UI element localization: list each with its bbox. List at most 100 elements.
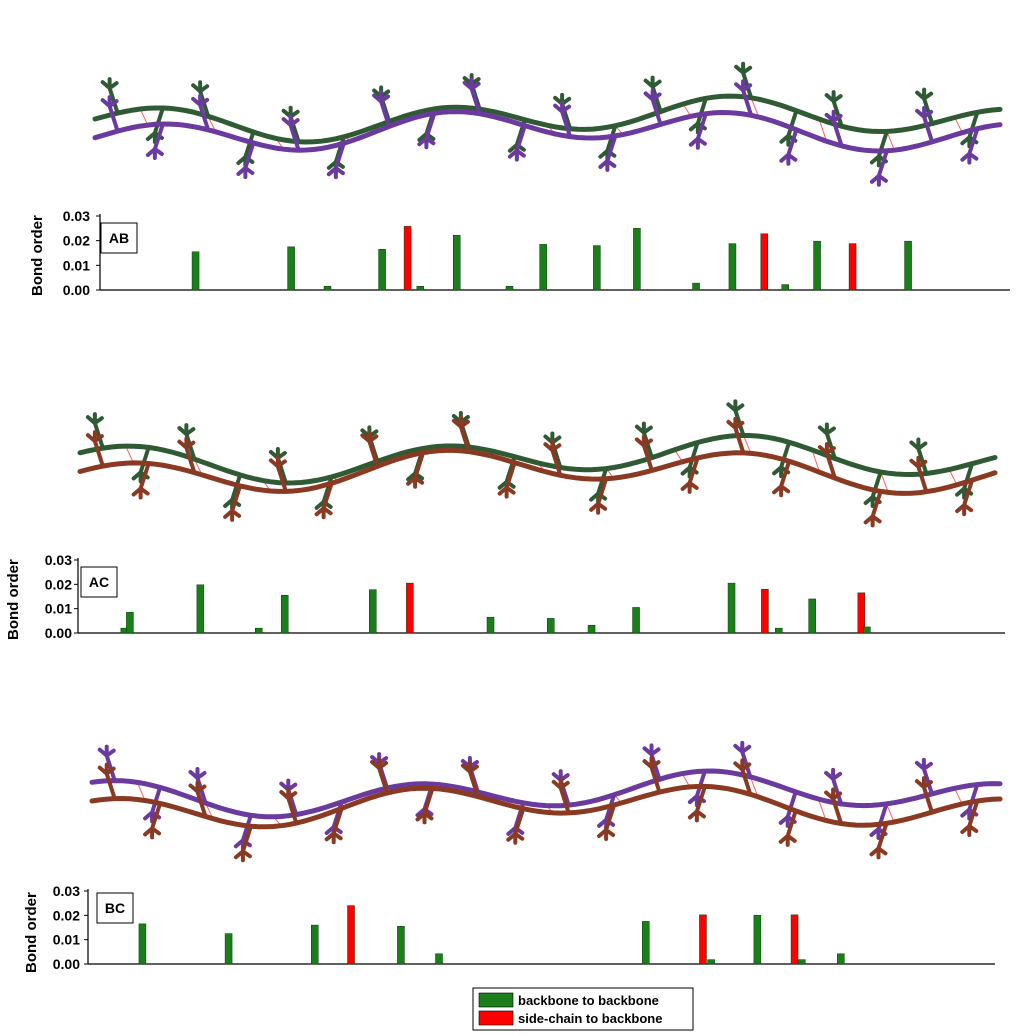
side-chain-stick: [915, 105, 935, 144]
side-chain-stick: [279, 787, 299, 826]
y-tick-label: 0.02: [53, 907, 80, 923]
side-chain-stick: [824, 767, 844, 806]
bar-backbone: [287, 246, 295, 291]
side-chain-stick: [97, 762, 117, 801]
y-tick-label: 0.03: [45, 552, 72, 568]
bar-backbone: [323, 286, 332, 291]
side-chain-stick: [733, 758, 753, 797]
pair-tag-bc: BC: [105, 900, 125, 916]
molecule-ab-illustration: [92, 61, 1003, 187]
bar-backbone: [753, 915, 762, 965]
side-chain-stick: [131, 461, 151, 500]
side-chain-stick: [279, 778, 299, 817]
bar-backbone: [781, 284, 789, 291]
side-chain-stick: [688, 111, 708, 150]
side-chain-stick: [97, 744, 117, 783]
bar-backbone: [775, 627, 783, 634]
y-tick-label: 0.00: [63, 282, 90, 298]
molecule-ac-illustration: [77, 399, 998, 528]
bar-backbone: [808, 598, 816, 634]
bar-backbone: [138, 923, 147, 965]
side-chain-stick: [642, 756, 662, 795]
hydrogen-bond-line: [811, 449, 821, 473]
bar-backbone: [191, 251, 200, 291]
molecule-bc-illustration: [89, 740, 1003, 863]
backbone-ribbon-c: [89, 783, 1003, 830]
side-chain-stick: [772, 459, 792, 498]
side-chain-stick: [360, 430, 380, 469]
bar-backbone: [837, 953, 845, 965]
side-chain-stick: [824, 109, 844, 148]
side-chain-stick: [268, 446, 288, 485]
y-tick-label: 0.02: [45, 576, 72, 592]
bar-sidechain: [790, 914, 799, 965]
legend-swatch-sidechain: [478, 1010, 514, 1026]
side-chain-stick: [955, 461, 975, 500]
side-chain-stick: [543, 439, 563, 478]
hydrogen-bond-line: [886, 803, 895, 823]
side-chain-stick: [914, 757, 934, 796]
side-chain-stick: [236, 130, 256, 169]
legend-label-backbone: backbone to backbone: [518, 993, 659, 1008]
bar-sidechain: [760, 233, 769, 291]
bar-backbone: [593, 245, 601, 291]
bar-backbone: [642, 921, 650, 965]
bar-backbone: [280, 595, 289, 634]
bar-backbone: [126, 612, 134, 634]
bar-backbone: [224, 933, 233, 965]
chart-ac: Bond order AC 0.03 0.02 0.01 0.00: [5, 552, 1005, 641]
side-chain-stick: [687, 769, 707, 808]
side-chain-stick: [680, 455, 700, 494]
side-chain-stick: [507, 123, 527, 162]
hydrogen-bond-line: [125, 445, 134, 464]
bar-backbone: [196, 584, 205, 634]
bar-backbone: [863, 626, 871, 634]
side-chain-stick: [268, 455, 288, 494]
side-chain-stick: [415, 786, 435, 825]
side-chain-stick: [817, 442, 837, 481]
y-axis-label-ac: Bond order: [5, 559, 22, 640]
side-chain-stick: [634, 421, 654, 460]
pair-tag-ac: AC: [89, 574, 109, 590]
side-chain-stick: [551, 769, 571, 808]
chart-bc: Bond order BC 0.03 0.02 0.01 0.00: [23, 883, 995, 973]
side-chain-stick: [281, 114, 301, 153]
y-tick-label: 0.00: [45, 625, 72, 641]
bar-sidechain: [857, 592, 866, 634]
bar-backbone: [547, 618, 555, 634]
side-chain-stick: [223, 472, 243, 511]
hydrogen-bond-line: [886, 131, 895, 151]
hydrogen-bond-line: [954, 788, 963, 805]
side-chain-stick: [326, 141, 346, 180]
y-tick-label: 0.00: [53, 956, 80, 972]
side-chain-stick: [869, 148, 889, 187]
side-chain-stick: [642, 743, 662, 782]
side-chain-stick: [869, 801, 889, 840]
side-chain-stick: [779, 127, 799, 166]
chart-ab: Bond order AB 0.03 0.02 0.01 0.00: [29, 208, 1010, 298]
legend: backbone to backbone side-chain to backb…: [472, 987, 694, 1031]
side-chain-stick: [324, 806, 344, 845]
side-chain-stick: [863, 489, 883, 528]
legend-swatch-backbone: [478, 992, 514, 1008]
side-chain-stick: [909, 437, 929, 476]
side-chain-stick: [497, 460, 517, 499]
backbone-ribbon-b: [89, 768, 1003, 820]
bar-sidechain: [699, 914, 707, 965]
bar-backbone: [633, 228, 641, 291]
side-chain-stick: [778, 808, 798, 847]
y-tick-label: 0.01: [63, 257, 90, 273]
side-chain-stick: [406, 450, 426, 489]
side-chain-stick: [914, 776, 934, 815]
side-chain-stick: [960, 110, 980, 149]
pair-tag-ab: AB: [109, 230, 129, 246]
bar-backbone: [813, 240, 821, 291]
hydrogen-bond-line: [818, 118, 828, 142]
pair-tag-box-bc: [96, 892, 134, 924]
bar-sidechain: [761, 588, 769, 634]
side-chain-stick: [236, 140, 256, 179]
side-chain-stick: [589, 476, 609, 515]
bar-sidechain: [848, 243, 857, 291]
side-chain-stick: [417, 111, 437, 150]
side-chain-stick: [551, 776, 571, 815]
